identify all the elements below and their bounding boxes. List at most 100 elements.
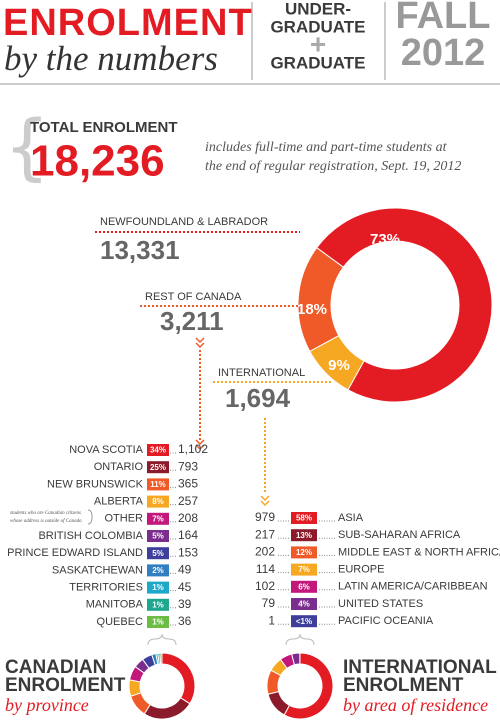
segment-name: REST OF CANADA: [145, 291, 242, 303]
row-name: NOVA SCOTIA: [69, 444, 143, 456]
row-name: BRITISH COLOMBIA: [38, 530, 143, 542]
badge-label: 34%: [150, 446, 166, 455]
section-title: INTERNATIONAL: [343, 657, 497, 678]
row-name: ALBERTA: [94, 496, 144, 508]
donut-label: 9%: [328, 357, 350, 374]
row-name: PACIFIC OCEANIA: [338, 615, 434, 627]
term: FALL: [396, 0, 491, 37]
title: ENROLMENT: [3, 2, 253, 44]
row-name: SASKATCHEWAN: [52, 564, 143, 576]
badge-label: 12%: [296, 548, 312, 557]
level: UNDER-: [285, 0, 351, 18]
row-count: 979: [255, 510, 275, 524]
section-title: ENROLMENT: [5, 675, 126, 696]
donut-segment: [159, 652, 163, 665]
badge-label: 4%: [298, 600, 310, 609]
badge: [147, 495, 169, 508]
level: GRADUATE: [270, 17, 365, 36]
total-value: 18,236: [30, 137, 165, 186]
badge: [147, 581, 169, 594]
donut-label: 18%: [297, 301, 327, 318]
donut-segment: [316, 207, 493, 403]
row-name: SUB-SAHARAN AFRICA: [338, 529, 461, 541]
badge-label: 13%: [296, 531, 312, 540]
bracket: [87, 509, 93, 525]
row-count: 793: [178, 459, 198, 473]
row-name: ASIA: [338, 512, 364, 524]
segment-count: 3,211: [160, 306, 224, 336]
badge-label: 1%: [152, 600, 164, 609]
subtitle: by the numbers: [4, 39, 218, 78]
row-name: LATIN AMERICA/CARIBBEAN: [338, 581, 488, 593]
row-count: 365: [178, 477, 198, 491]
badge: [291, 546, 317, 559]
plus: +: [310, 28, 326, 59]
badge: [147, 598, 169, 611]
donut-segment: [267, 690, 291, 716]
row-count: 164: [178, 528, 198, 542]
brace: [147, 633, 177, 646]
badge: [291, 598, 317, 610]
row-name: PRINCE EDWARD ISLAND: [7, 547, 143, 559]
badge-label: 25%: [150, 463, 166, 472]
badge: [291, 512, 317, 524]
badge-label: 1%: [152, 618, 164, 627]
row-count: 45: [178, 580, 192, 594]
row-name: TERRITORIES: [69, 582, 143, 594]
badge: [291, 615, 317, 628]
chevron: [195, 439, 205, 446]
row-count: 39: [178, 597, 192, 611]
donut-segment: [143, 697, 191, 720]
brace: [285, 633, 315, 646]
row-name: MANITOBA: [86, 599, 144, 611]
badge: [147, 547, 169, 560]
chevron: [195, 337, 205, 344]
row-count: 202: [255, 545, 275, 559]
badge-label: 6%: [298, 582, 310, 591]
row-name: MIDDLE EAST & NORTH AFRICA: [338, 546, 500, 558]
chevron: [260, 500, 270, 507]
badge: [147, 512, 169, 525]
badge-label: 11%: [150, 480, 166, 489]
row-count: 36: [178, 614, 192, 628]
badge-label: <1%: [296, 617, 312, 626]
section-subtitle: by area of residence: [343, 695, 488, 715]
row-count: 208: [178, 511, 198, 525]
row-name: QUEBEC: [97, 616, 144, 628]
badge-label: 58%: [296, 514, 312, 523]
row-name: UNITED STATES: [338, 598, 423, 610]
donut-segment: [283, 652, 334, 720]
segment-name: NEWFOUNDLAND & LABRADOR: [100, 216, 268, 228]
badge-label: 7%: [152, 514, 164, 523]
chevron: [195, 342, 205, 349]
badge: [147, 530, 169, 542]
badge: [291, 563, 317, 576]
donut-segment: [161, 652, 196, 705]
row-count: 102: [255, 579, 275, 593]
badge-label: 1%: [152, 583, 164, 592]
level: GRADUATE: [270, 53, 365, 72]
chevron: [260, 495, 270, 502]
other-note: whose address is outside of Canada: [10, 519, 82, 524]
total-label: TOTAL ENROLMENT: [30, 119, 178, 136]
other-note: students who are Canadian citizens: [10, 511, 81, 516]
row-name: OTHER: [105, 513, 144, 525]
badge: [147, 461, 169, 474]
badge: [147, 444, 169, 456]
donut-segment: [128, 679, 142, 697]
row-count: 257: [178, 494, 198, 508]
badge-label: 7%: [298, 565, 310, 574]
row-name: NEW BRUNSWICK: [47, 478, 144, 490]
badge-label: 5%: [152, 532, 164, 541]
brace: {: [4, 105, 50, 189]
donut-label: 73%: [370, 231, 400, 248]
row-count: 1,102: [178, 442, 208, 456]
row-count: 153: [178, 545, 198, 559]
badge: [147, 478, 169, 491]
segment-count: 13,331: [100, 235, 180, 265]
badge: [291, 580, 317, 593]
section-subtitle: by province: [5, 695, 89, 715]
note: includes full-time and part-time student…: [205, 140, 448, 155]
donut-segment: [297, 247, 345, 353]
